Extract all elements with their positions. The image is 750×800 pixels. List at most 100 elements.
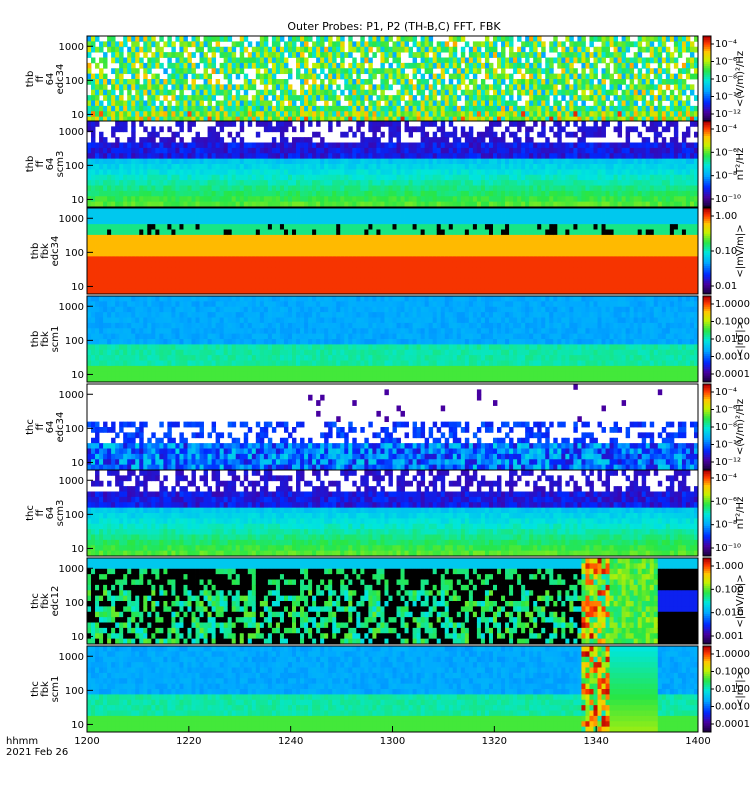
spectrogram-cell [464,116,470,123]
spectrogram-cell [231,147,237,154]
spectrogram-cell [287,158,293,165]
spectrogram-cell [287,147,293,154]
spectrogram-cell [139,229,144,236]
spectrogram-cell [251,153,257,160]
spectrogram-cell [517,57,522,64]
spectrogram-cell [597,84,602,91]
spectrogram-cell [127,288,132,295]
spectrogram-cell [151,111,156,118]
spectrogram-cell [267,147,273,154]
spectrogram-cell [372,164,377,170]
spectrogram-cell [320,164,325,170]
spectrogram-cell [541,68,546,75]
spectrogram-cell [420,95,426,101]
spectrogram-cell [657,52,663,58]
spectrogram-cell [215,116,221,123]
spectrogram-cell [653,185,659,192]
spectrogram-cell [171,196,176,203]
spectrogram-cell [99,180,104,186]
spectrogram-cell [267,169,273,176]
spectrogram-cell [517,180,522,186]
spectrogram-cell [408,201,413,208]
spectrogram-cell [247,111,253,118]
spectrogram-cell [300,169,305,176]
spectrogram-cell [247,180,253,186]
spectrogram-cell [332,52,337,58]
spectrogram-cell [175,62,180,69]
spectrogram-cell [424,180,430,186]
spectrogram-cell [139,62,144,69]
spectrogram-cell [191,164,196,170]
spectrogram-cell [444,201,450,208]
colorbar-segment [703,106,711,110]
spectrogram-cell [553,89,558,96]
spectrogram-cell [537,100,542,107]
spectrogram-cell [416,68,422,75]
spectrogram-cell [271,62,277,69]
spectrogram-cell [243,169,249,176]
spectrogram-cell [360,180,365,186]
spectrogram-cell [416,153,422,160]
spectrogram-cell [243,196,249,203]
spectrogram-cell [143,174,148,181]
spectrogram-cell [183,57,188,64]
spectrogram-cell [685,95,691,101]
spectrogram-cell [480,180,486,186]
spectrogram-cell [219,52,225,58]
spectrogram-cell [243,229,249,236]
spectrogram-cell [617,190,623,197]
spectrogram-cell [271,57,277,64]
spectrogram-cell [143,213,148,220]
spectrogram-cell [227,147,233,154]
spectrogram-cell [529,169,534,176]
spectrogram-cell [641,95,647,101]
spectrogram-cell [545,169,550,176]
spectrogram-cell [304,185,309,192]
spectrogram-cell [271,84,277,91]
spectrogram-cell [175,201,180,208]
spectrogram-cell [143,261,148,268]
spectrogram-cell [283,201,289,208]
spectrogram-cell [517,190,522,197]
colorbar-segment [703,40,711,43]
spectrogram-cell [199,105,204,112]
spectrogram-cell [171,288,176,295]
spectrogram-cell [111,169,116,176]
spectrogram-cell [436,105,442,112]
spectrogram-cell [255,95,261,101]
spectrogram-cell [135,196,140,203]
spectrogram-cell [247,79,253,85]
spectrogram-cell [537,52,542,58]
spectrogram-cell [155,169,160,176]
spectrogram-cell [147,174,152,181]
spectrogram-cell [565,147,570,154]
spectrogram-cell [195,229,200,236]
spectrogram-cell [517,142,522,149]
spectrogram-cell [107,190,112,197]
spectrogram-cell [533,100,538,107]
spectrogram-cell [243,240,249,247]
spectrogram-cell [147,201,152,208]
spectrogram-cell [396,190,401,197]
spectrogram-cell [669,79,675,85]
spectrogram-cell [247,147,253,154]
spectrogram-cell [147,164,152,170]
spectrogram-cell [448,116,454,123]
spectrogram-cell [388,196,393,203]
spectrogram-cell [219,267,225,273]
spectrogram-cell [199,261,204,268]
spectrogram-cell [424,147,430,154]
spectrogram-cell [235,180,241,186]
spectrogram-cell [187,229,192,236]
spectrogram-cell [151,251,156,257]
spectrogram-cell [360,116,365,123]
spectrogram-cell [175,111,180,118]
spectrogram-cell [352,153,357,160]
spectrogram-cell [211,95,217,101]
spectrogram-cell [525,180,530,186]
spectrogram-cell [561,41,566,48]
spectrogram-cell [497,196,502,203]
spectrogram-cell [581,62,586,69]
spectrogram-cell [340,158,345,165]
spectrogram-cell [95,277,100,284]
